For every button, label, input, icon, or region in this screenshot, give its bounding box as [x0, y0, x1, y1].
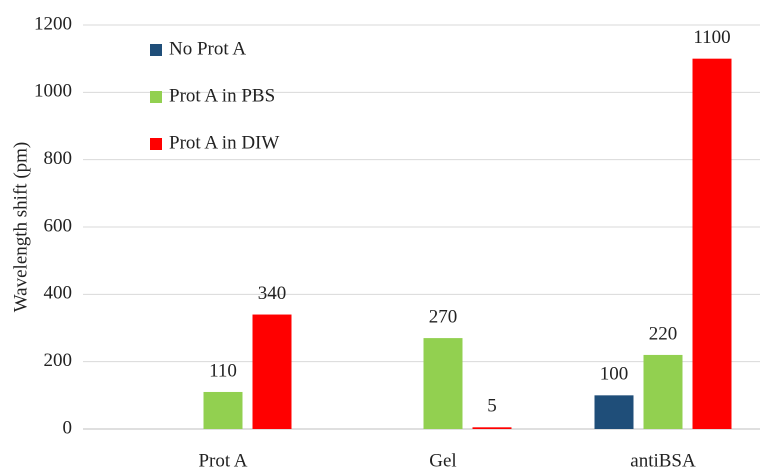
bar	[423, 338, 463, 429]
legend-swatch	[150, 91, 162, 103]
bar	[594, 395, 634, 429]
legend-label: No Prot A	[169, 38, 246, 59]
legend-label: Prot A in DIW	[169, 132, 279, 153]
data-label: 270	[429, 306, 458, 327]
y-tick-label: 200	[44, 350, 73, 371]
bar	[472, 427, 512, 429]
y-tick-label: 800	[44, 148, 73, 169]
data-label: 110	[209, 360, 237, 381]
bar	[643, 354, 683, 429]
data-label: 100	[600, 364, 629, 385]
data-label: 1100	[693, 27, 730, 48]
y-tick-label: 1000	[34, 81, 72, 102]
y-tick-label: 600	[44, 215, 73, 236]
y-tick-label: 0	[63, 417, 73, 438]
data-label: 220	[649, 323, 678, 344]
x-tick-label: Gel	[429, 450, 456, 470]
y-tick-label: 1200	[34, 13, 72, 34]
y-tick-label: 400	[44, 283, 73, 304]
data-label: 5	[487, 396, 497, 417]
x-tick-label: Prot A	[198, 450, 247, 470]
bar	[252, 314, 292, 429]
bar	[203, 391, 243, 429]
data-label: 340	[258, 283, 287, 304]
legend-label: Prot A in PBS	[169, 85, 275, 106]
legend-swatch	[150, 44, 162, 56]
legend-swatch	[150, 138, 162, 150]
y-axis-label: Wavelength shift (pm)	[10, 142, 31, 312]
bar	[692, 58, 732, 430]
x-tick-label: antiBSA	[630, 450, 696, 470]
